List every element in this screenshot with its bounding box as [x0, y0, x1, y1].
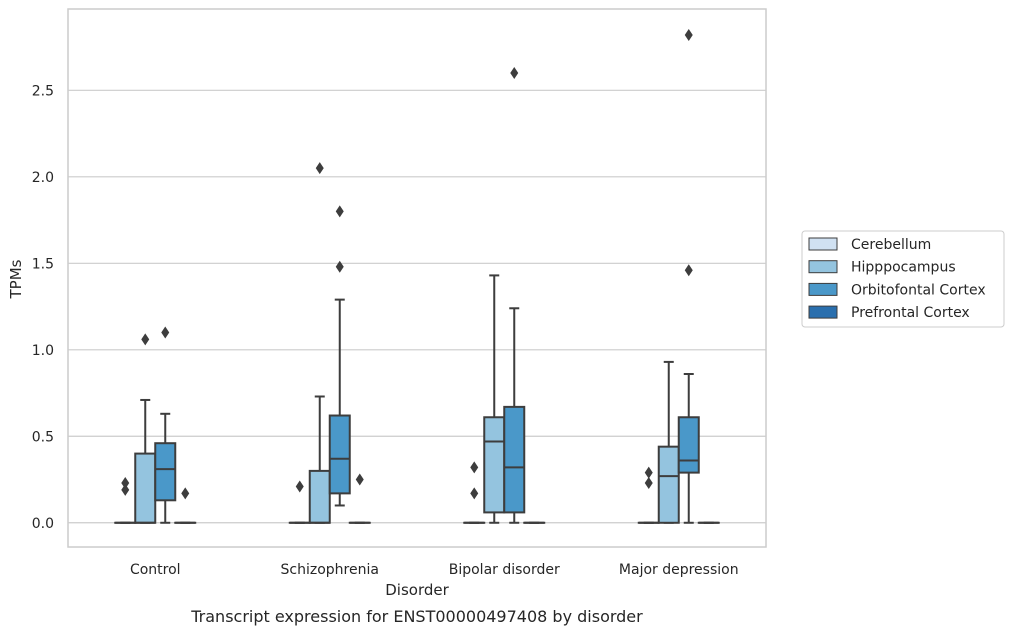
- box-group: [677, 28, 700, 524]
- outlier-point: [181, 487, 190, 500]
- chart-caption: Transcript expression for ENST0000049740…: [190, 607, 643, 626]
- outlier-point: [335, 260, 344, 273]
- box-group: [328, 205, 351, 507]
- outlier-point: [161, 326, 170, 339]
- box: [483, 416, 506, 514]
- box-group: [503, 67, 526, 524]
- outlier-point: [355, 473, 364, 486]
- outlier-point: [121, 476, 130, 489]
- outlier-point: [510, 67, 519, 80]
- box-group: [348, 473, 371, 524]
- box-group: [463, 461, 486, 524]
- outlier-point: [295, 480, 304, 493]
- legend-label: Prefrontal Cortex: [851, 305, 970, 321]
- y-tick-label: 2.5: [32, 83, 54, 99]
- box: [328, 414, 351, 495]
- x-tick-label: Bipolar disorder: [449, 562, 560, 578]
- outlier-point: [470, 487, 479, 500]
- box: [154, 442, 177, 502]
- box-group: [637, 466, 660, 524]
- outlier-point: [644, 476, 653, 489]
- outlier-point: [335, 205, 344, 218]
- legend-box: [801, 230, 1005, 328]
- box-group: [657, 360, 680, 524]
- outlier-point: [684, 264, 693, 277]
- box-plots: [114, 28, 720, 524]
- x-axis-label: Disorder: [385, 581, 449, 599]
- box: [657, 445, 680, 524]
- legend-swatch: [808, 260, 838, 274]
- outlier-point: [644, 466, 653, 479]
- box-group: [174, 487, 197, 524]
- box: [134, 452, 157, 524]
- legend-swatch: [808, 237, 838, 251]
- outlier-point: [141, 333, 150, 346]
- outlier-point: [684, 28, 693, 41]
- outlier-point: [315, 162, 324, 175]
- box: [503, 405, 526, 514]
- y-axis-label: TPMs: [7, 259, 25, 299]
- box-group: [288, 480, 311, 524]
- y-tick-label: 1.5: [32, 256, 54, 272]
- box-group: [154, 326, 177, 524]
- box-group: [114, 476, 137, 524]
- box: [677, 416, 700, 474]
- box: [308, 469, 331, 524]
- x-tick-label: Major depression: [619, 562, 739, 578]
- box-group: [134, 333, 157, 524]
- y-tick-label: 2.0: [32, 170, 54, 186]
- legend-label: Orbitofontal Cortex: [851, 282, 986, 298]
- outlier-point: [470, 461, 479, 474]
- x-axis-ticks: Control Schizophrenia Bipolar disorder Majo…: [130, 562, 739, 578]
- x-tick-label: Schizophrenia: [281, 562, 379, 578]
- legend-label: Cerebellum: [851, 237, 931, 253]
- legend-label: Hipppocampus: [851, 260, 956, 276]
- x-tick-label: Control: [130, 562, 181, 578]
- y-axis-ticks: 0.0 0.5 1.0 1.5 2.0 2.5: [32, 83, 54, 531]
- plot-area: [67, 8, 767, 548]
- y-tick-label: 0.0: [32, 516, 54, 532]
- legend: Cerebellum Hipppocampus Orbitofontal Corte…: [801, 230, 1005, 328]
- legend-swatch: [808, 282, 838, 296]
- box-group: [483, 274, 506, 524]
- y-tick-label: 1.0: [32, 343, 54, 359]
- box-group: [308, 162, 331, 524]
- outlier-point: [121, 483, 130, 496]
- legend-swatch: [808, 305, 838, 319]
- y-tick-label: 0.5: [32, 429, 54, 445]
